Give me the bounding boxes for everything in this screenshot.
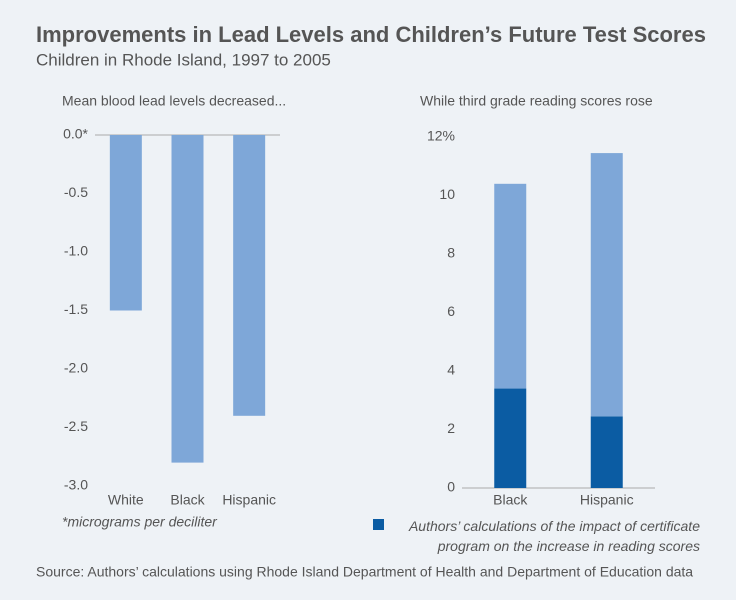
x-tick-label: Black <box>493 492 528 508</box>
y-tick-label: 2 <box>447 420 455 436</box>
bar-segment <box>590 153 623 417</box>
bar-segment <box>494 183 527 389</box>
y-tick-label: 8 <box>447 245 455 261</box>
y-tick-label: 6 <box>447 303 455 319</box>
x-tick-label: White <box>108 492 144 508</box>
bar <box>233 135 266 416</box>
x-tick-label: Black <box>170 492 205 508</box>
y-tick-label: 10 <box>439 186 455 202</box>
y-tick-label: -0.5 <box>64 184 88 200</box>
bar-segment <box>590 416 623 488</box>
chart-subtitle: While third grade reading scores rose <box>420 93 653 109</box>
y-tick-label: 12% <box>427 128 455 144</box>
title: Improvements in Lead Levels and Children… <box>36 22 706 47</box>
y-tick-label: -3.0 <box>64 477 88 493</box>
bar <box>171 135 204 463</box>
legend-label: Authors’ calculations of the impact of c… <box>408 518 700 554</box>
bar <box>109 135 142 311</box>
chart-subtitle: Mean blood lead levels decreased... <box>62 93 286 109</box>
legend-swatch <box>373 519 384 530</box>
footnote: *micrograms per deciliter <box>62 514 218 530</box>
y-tick-label: -2.0 <box>64 360 88 376</box>
source: Source: Authors’ calculations using Rhod… <box>36 564 693 580</box>
y-tick-label: 0 <box>447 479 455 495</box>
x-tick-label: Hispanic <box>222 492 276 508</box>
y-tick-label: -1.5 <box>64 301 88 317</box>
subtitle: Children in Rhode Island, 1997 to 2005 <box>36 50 331 69</box>
x-tick-label: Hispanic <box>580 492 634 508</box>
y-tick-label: -1.0 <box>64 243 88 259</box>
y-tick-label: 4 <box>447 362 455 378</box>
y-tick-label: 0.0* <box>63 126 88 142</box>
bar-segment <box>494 388 527 488</box>
y-tick-label: -2.5 <box>64 418 88 434</box>
